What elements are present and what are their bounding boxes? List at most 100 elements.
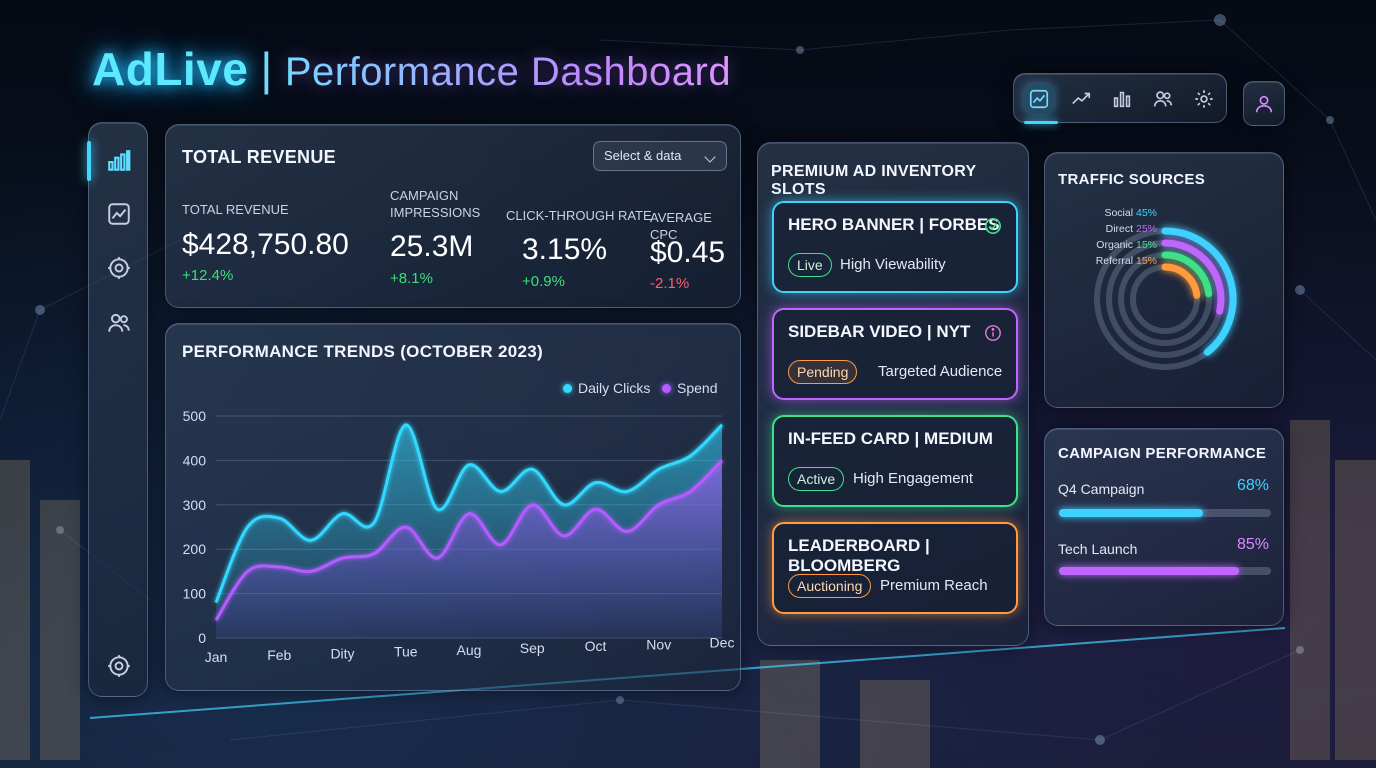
top-toolbar (1013, 73, 1227, 124)
traffic-source-social: Social 45% (1067, 207, 1157, 219)
ad-inventory-card: PREMIUM AD INVENTORY SLOTS HERO BANNER |… (757, 142, 1029, 646)
traffic-source-name: Direct (1105, 223, 1134, 235)
check-circle-icon (984, 217, 1002, 235)
trends-title: PERFORMANCE TRENDS (OCTOBER 2023) (182, 342, 543, 361)
traffic-source-pct: 25% (1135, 223, 1157, 235)
x-tick-label: Oct (585, 638, 607, 654)
x-tick-label: Sep (520, 640, 545, 656)
metric-value-revenue: $428,750.80 (182, 228, 349, 261)
title-separator: | (260, 43, 273, 95)
metric-change-ctr: +0.9% (522, 273, 565, 290)
metric-value-cpc: $0.45 (650, 236, 726, 269)
data-select-value: Select & data (604, 148, 682, 163)
slot-description: High Engagement (853, 470, 974, 487)
x-tick-label: Nov (646, 636, 671, 652)
traffic-source-referral: Referral 15% (1067, 255, 1157, 267)
metric-change-impressions: +8.1% (390, 270, 433, 287)
traffic-source-name: Social (1104, 207, 1134, 219)
page-title: AdLive | Performance Dashboard (92, 42, 731, 96)
slot-status-badge: Pending (788, 360, 858, 384)
series-line-spend (214, 459, 724, 622)
metric-change-revenue: +12.4% (182, 267, 234, 284)
y-tick-label: 400 (183, 452, 207, 468)
y-tick-label: 200 (183, 541, 207, 557)
metric-value-ctr: 3.15% (522, 233, 608, 266)
data-select-dropdown[interactable]: Select & data (593, 141, 727, 171)
bar-chart-icon[interactable] (1107, 84, 1137, 114)
traffic-ring-social (1161, 227, 1237, 356)
inventory-slot-sidebar-video[interactable]: SIDEBAR VIDEO | NYT Pending Targeted Aud… (772, 308, 1018, 400)
x-tick-label: Aug (457, 642, 482, 658)
inventory-title: PREMIUM AD INVENTORY SLOTS (771, 163, 977, 198)
gear-icon[interactable] (1189, 84, 1219, 114)
sidebar-item-settings[interactable] (101, 250, 137, 286)
slot-status-badge: Live (788, 253, 832, 277)
inventory-slot-leaderboard[interactable]: LEADERBOARD | BLOOMBERG Auctioning Premi… (772, 522, 1018, 614)
traffic-ring-direct (1161, 239, 1225, 315)
sidebar-item-preferences[interactable] (101, 648, 137, 684)
metric-label-cpc: AVERAGE CPC (650, 210, 712, 242)
sidebar-item-trends[interactable] (101, 196, 137, 232)
sidebar-item-users[interactable] (101, 305, 137, 341)
legend-daily-clicks: Daily Clicks (563, 380, 650, 396)
traffic-ring-organic (1161, 251, 1213, 298)
gear-icon (108, 655, 130, 677)
metric-label-revenue: TOTAL REVENUE (182, 202, 289, 217)
traffic-source-pct: 15% (1135, 239, 1157, 251)
slot-title: IN-FEED CARD | MEDIUM (788, 429, 993, 448)
user-profile-button[interactable] (1243, 81, 1285, 126)
inventory-slot-hero-banner[interactable]: HERO BANNER | FORBES Live High Viewabili… (772, 201, 1018, 293)
performance-trends-card: PERFORMANCE TRENDS (OCTOBER 2023) Daily … (165, 323, 741, 691)
y-tick-label: 300 (183, 497, 207, 513)
traffic-source-pct: 15% (1135, 255, 1157, 267)
traffic-source-pct: 45% (1135, 207, 1157, 219)
traffic-source-name: Referral (1095, 255, 1134, 267)
revenue-card: TOTAL REVENUE Select & data TOTAL REVENU… (165, 124, 741, 308)
line-chart-icon (108, 203, 130, 225)
x-tick-label: Jan (205, 649, 228, 665)
campaign-performance-card: CAMPAIGN PERFORMANCE Q4 Campaign 68% Tec… (1044, 428, 1284, 626)
slot-title: LEADERBOARD | BLOOMBERG (788, 536, 930, 575)
bar-chart-icon (108, 150, 131, 171)
traffic-source-direct: Direct 25% (1067, 223, 1157, 235)
dashboard-chart-icon[interactable] (1024, 84, 1054, 114)
metric-value-impressions: 25.3M (390, 230, 474, 263)
series-area-spend (216, 460, 722, 638)
sidebar-item-analytics[interactable] (101, 143, 137, 179)
y-tick-label: 100 (183, 586, 207, 602)
y-tick-label: 500 (183, 408, 207, 424)
traffic-source-organic: Organic 15% (1067, 239, 1157, 251)
y-tick-label: 0 (198, 630, 206, 646)
campaign-pct: 68% (1236, 477, 1269, 494)
trend-line-icon[interactable] (1066, 84, 1096, 114)
page-subtitle: Performance Dashboard (284, 50, 732, 94)
gear-icon (108, 257, 130, 279)
metric-label-impressions: CAMPAIGN IMPRESSIONS (390, 188, 481, 220)
x-tick-label: Dity (330, 645, 354, 661)
legend-dot-spend (662, 384, 671, 393)
traffic-title: TRAFFIC SOURCES (1058, 171, 1205, 188)
metric-change-cpc: -2.1% (650, 275, 690, 292)
chevron-down-icon (704, 151, 716, 163)
metric-label-ctr: CLICK-THROUGH RATE (506, 208, 652, 223)
inventory-slot-in-feed-card[interactable]: IN-FEED CARD | MEDIUM Active High Engage… (772, 415, 1018, 507)
performance-trends-chart: 0 100 200 300 400 500 Jan Feb Dity Tue Aug Sep Oct N… (183, 408, 734, 665)
users-icon[interactable] (1148, 84, 1178, 114)
series-line-daily-clicks (214, 423, 724, 604)
campaign-name: Tech Launch (1058, 541, 1138, 557)
traffic-sources-chart (1094, 227, 1237, 370)
legend-spend: Spend (662, 380, 717, 396)
x-tick-label: Feb (267, 647, 291, 663)
slot-title: SIDEBAR VIDEO | NYT (788, 322, 971, 341)
x-tick-label: Tue (394, 644, 418, 660)
legend-label-clicks: Daily Clicks (578, 380, 651, 396)
slot-description: Targeted Audience (878, 363, 1003, 380)
campaign-pct: 85% (1236, 536, 1269, 553)
active-tab-indicator (1024, 121, 1058, 124)
slot-status-badge: Auctioning (788, 574, 872, 598)
legend-label-spend: Spend (677, 380, 718, 396)
x-tick-label: Dec (710, 635, 734, 651)
info-circle-icon (985, 325, 1001, 341)
brand-name: AdLive (92, 43, 249, 95)
